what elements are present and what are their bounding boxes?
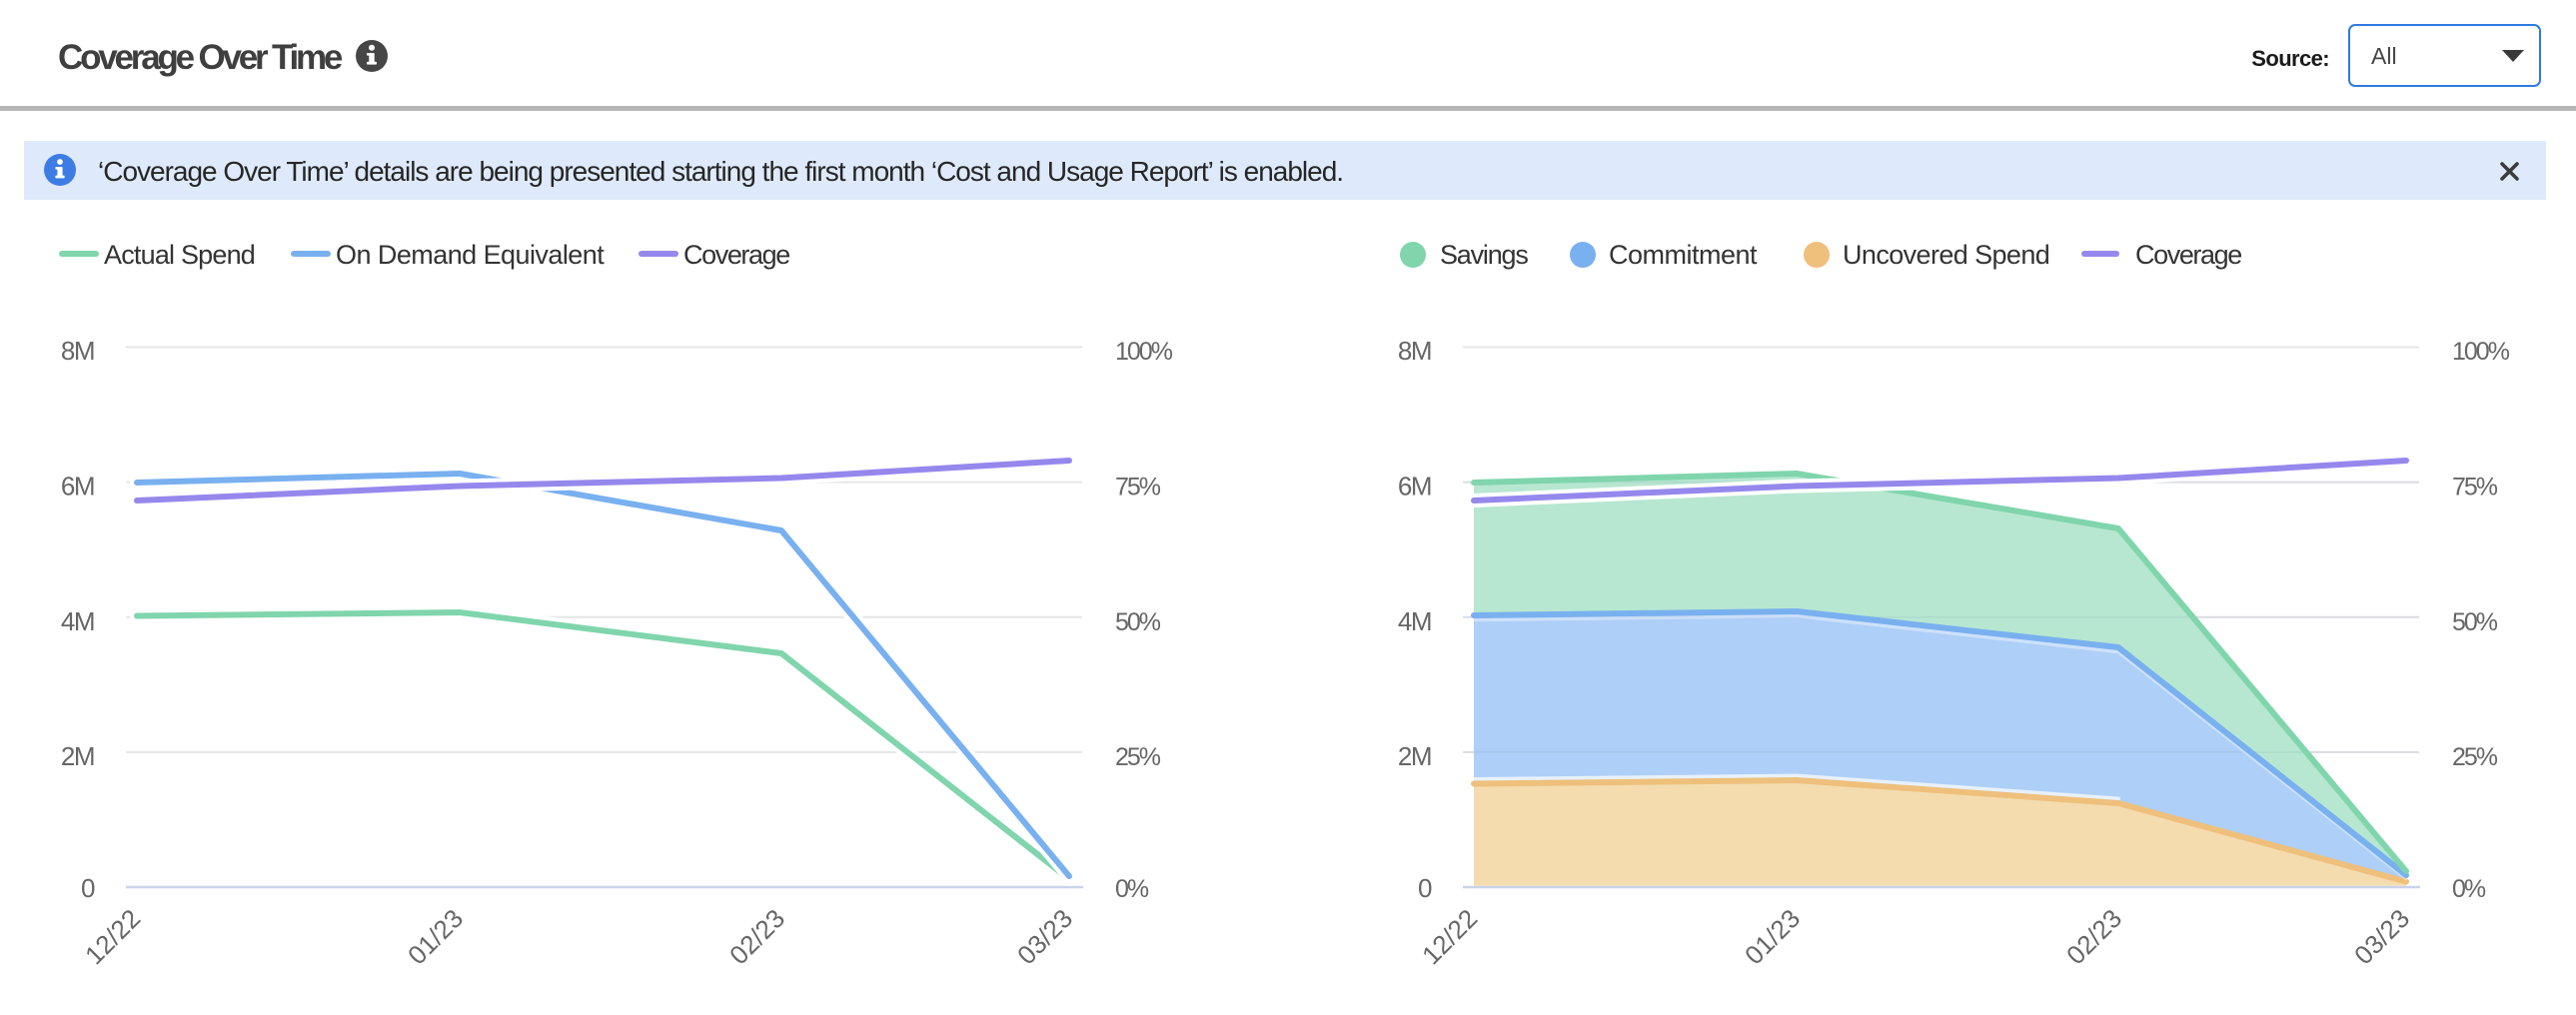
svg-text:On Demand Equivalent: On Demand Equivalent	[336, 240, 605, 270]
svg-text:01/23: 01/23	[402, 903, 469, 970]
svg-text:Commitment: Commitment	[1609, 240, 1758, 270]
svg-text:75%: 75%	[2452, 474, 2498, 502]
svg-text:03/23: 03/23	[1011, 903, 1078, 970]
svg-text:Actual Spend: Actual Spend	[104, 240, 255, 270]
svg-text:50%: 50%	[1115, 608, 1161, 636]
svg-text:01/23: 01/23	[1739, 903, 1806, 970]
svg-text:8M: 8M	[1398, 336, 1431, 366]
svg-text:Coverage: Coverage	[2135, 240, 2241, 270]
svg-text:6M: 6M	[1398, 472, 1431, 502]
svg-text:12/22: 12/22	[79, 903, 146, 970]
svg-text:8M: 8M	[61, 336, 94, 366]
svg-text:Uncovered Spend: Uncovered Spend	[1843, 240, 2049, 270]
svg-text:25%: 25%	[2452, 743, 2498, 771]
svg-text:75%: 75%	[1115, 474, 1161, 502]
svg-text:0%: 0%	[2452, 875, 2486, 903]
svg-text:50%: 50%	[2452, 608, 2498, 636]
svg-text:6M: 6M	[61, 472, 94, 502]
svg-text:Coverage: Coverage	[683, 240, 789, 270]
svg-text:100%: 100%	[1115, 338, 1173, 366]
svg-text:Savings: Savings	[1440, 240, 1528, 270]
svg-text:03/23: 03/23	[2348, 903, 2415, 970]
svg-text:4M: 4M	[61, 606, 94, 636]
svg-text:0: 0	[81, 873, 95, 903]
svg-text:0: 0	[1418, 873, 1432, 903]
svg-text:02/23: 02/23	[723, 903, 790, 970]
svg-text:100%: 100%	[2452, 338, 2510, 366]
svg-text:25%: 25%	[1115, 743, 1161, 771]
svg-text:2M: 2M	[1398, 741, 1431, 771]
svg-text:12/22: 12/22	[1416, 903, 1483, 970]
svg-text:2M: 2M	[61, 741, 94, 771]
svg-text:02/23: 02/23	[2060, 903, 2127, 970]
svg-text:4M: 4M	[1398, 606, 1431, 636]
svg-text:0%: 0%	[1115, 875, 1149, 903]
